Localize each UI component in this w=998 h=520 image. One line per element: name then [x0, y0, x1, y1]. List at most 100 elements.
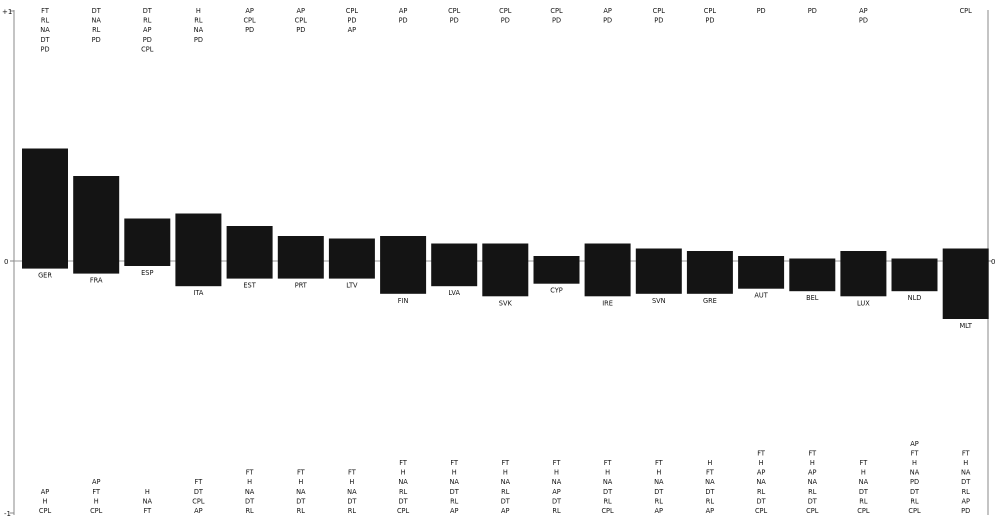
- bottom-label-nld-5: DT: [910, 488, 920, 496]
- bottom-label-mlt-5: AP: [961, 497, 970, 505]
- bottom-label-ire-1: H: [605, 469, 610, 477]
- bottom-label-ire-4: RL: [603, 497, 612, 505]
- bottom-label-gre-5: AP: [706, 507, 715, 515]
- bottom-label-nld-6: RL: [910, 497, 919, 505]
- bottom-label-svn-3: DT: [654, 488, 664, 496]
- bar-ire: [584, 243, 631, 297]
- bottom-label-aut-4: RL: [757, 488, 766, 496]
- bottom-label-est-4: RL: [245, 507, 254, 515]
- top-label-est-0: AP: [245, 7, 254, 15]
- bottom-label-ire-5: CPL: [601, 507, 614, 515]
- top-label-prt-1: CPL: [295, 17, 308, 25]
- bottom-label-gre-3: DT: [705, 488, 715, 496]
- bottom-label-lux-5: CPL: [857, 507, 870, 515]
- bar-nld: [891, 258, 938, 292]
- bar-esp: [124, 218, 171, 266]
- bottom-label-svn-4: RL: [655, 497, 664, 505]
- bottom-label-lva-2: NA: [449, 478, 459, 486]
- bottom-label-fra-2: H: [94, 497, 99, 505]
- top-label-lux-0: AP: [859, 7, 868, 15]
- bottom-label-mlt-0: FT: [962, 449, 971, 457]
- category-label-ita: ITA: [193, 289, 203, 297]
- bottom-label-ltv-1: H: [349, 478, 354, 486]
- top-label-svn-0: CPL: [653, 7, 666, 15]
- bottom-label-fin-1: H: [401, 469, 406, 477]
- bar-ita: [175, 213, 222, 287]
- bottom-label-lux-3: DT: [859, 488, 869, 496]
- bar-cyp: [533, 256, 580, 284]
- bottom-label-nld-0: AP: [910, 440, 919, 448]
- bottom-label-gre-1: FT: [706, 469, 715, 477]
- bottom-label-mlt-2: NA: [961, 469, 971, 477]
- bottom-label-svn-5: AP: [655, 507, 664, 515]
- top-label-fra-2: RL: [92, 26, 101, 34]
- bottom-label-ltv-0: FT: [348, 469, 357, 477]
- top-label-lva-1: PD: [450, 17, 459, 25]
- top-label-ita-2: NA: [194, 26, 204, 34]
- bottom-label-svk-1: H: [503, 469, 508, 477]
- bottom-label-bel-1: H: [810, 459, 815, 467]
- top-label-esp-2: AP: [143, 26, 152, 34]
- top-label-est-2: PD: [245, 26, 254, 34]
- bottom-label-prt-2: NA: [296, 488, 306, 496]
- top-label-fin-1: PD: [399, 17, 408, 25]
- top-label-fin-0: AP: [399, 7, 408, 15]
- bottom-label-prt-4: RL: [297, 507, 306, 515]
- top-label-prt-2: PD: [296, 26, 305, 34]
- bottom-label-lux-2: NA: [859, 478, 869, 486]
- top-label-fra-1: NA: [91, 17, 101, 25]
- top-label-esp-3: PD: [143, 36, 152, 44]
- bottom-label-aut-2: AP: [757, 469, 766, 477]
- category-label-svn: SVN: [652, 297, 666, 305]
- bar-lux: [840, 251, 887, 297]
- bottom-label-gre-4: RL: [706, 497, 715, 505]
- bottom-label-est-3: DT: [245, 497, 255, 505]
- top-label-ger-1: RL: [41, 17, 50, 25]
- y-tick-left-bottom: -1: [4, 510, 11, 518]
- top-label-cyp-0: CPL: [550, 7, 563, 15]
- top-label-mlt-0: CPL: [960, 7, 973, 15]
- top-label-cyp-1: PD: [552, 17, 561, 25]
- bar-svk: [482, 243, 529, 297]
- bottom-label-nld-3: NA: [910, 469, 920, 477]
- bottom-label-ita-0: FT: [195, 478, 204, 486]
- bottom-label-nld-2: H: [912, 459, 917, 467]
- bottom-label-ita-3: AP: [194, 507, 203, 515]
- bottom-label-cyp-3: AP: [552, 488, 561, 496]
- bottom-label-lva-0: FT: [450, 459, 459, 467]
- bottom-label-bel-4: RL: [808, 488, 817, 496]
- bottom-label-lux-4: RL: [859, 497, 868, 505]
- top-label-prt-0: AP: [297, 7, 306, 15]
- bottom-label-gre-2: NA: [705, 478, 715, 486]
- bottom-label-bel-3: NA: [808, 478, 818, 486]
- bottom-label-fra-1: FT: [92, 488, 101, 496]
- top-label-ire-1: PD: [603, 17, 612, 25]
- bottom-label-svk-5: AP: [501, 507, 510, 515]
- bottom-label-cyp-2: NA: [552, 478, 562, 486]
- top-label-ger-0: FT: [41, 7, 50, 15]
- bottom-label-gre-0: H: [707, 459, 712, 467]
- bottom-label-bel-5: DT: [808, 497, 818, 505]
- bar-gre: [686, 251, 733, 294]
- category-label-nld: NLD: [908, 294, 922, 302]
- bottom-label-aut-6: CPL: [755, 507, 768, 515]
- bottom-label-est-2: NA: [245, 488, 255, 496]
- bottom-label-prt-1: H: [298, 478, 303, 486]
- bottom-label-aut-0: FT: [757, 449, 766, 457]
- bottom-label-cyp-0: FT: [553, 459, 562, 467]
- bottom-label-ger-2: CPL: [39, 507, 52, 515]
- category-label-fra: FRA: [90, 277, 103, 285]
- bottom-label-lva-5: AP: [450, 507, 459, 515]
- top-label-gre-1: PD: [705, 17, 714, 25]
- bottom-label-mlt-1: H: [963, 459, 968, 467]
- bottom-label-lva-1: H: [452, 469, 457, 477]
- y-tick-left-zero: 0: [4, 258, 8, 266]
- bottom-label-svk-0: FT: [501, 459, 510, 467]
- y-tick-right-zero: 0: [991, 258, 995, 266]
- bottom-label-bel-0: FT: [808, 449, 817, 457]
- top-label-ltv-0: CPL: [346, 7, 359, 15]
- category-label-cyp: CYP: [550, 287, 563, 295]
- bottom-label-ger-0: AP: [41, 488, 50, 496]
- top-label-aut-0: PD: [757, 7, 766, 15]
- category-label-esp: ESP: [141, 269, 153, 277]
